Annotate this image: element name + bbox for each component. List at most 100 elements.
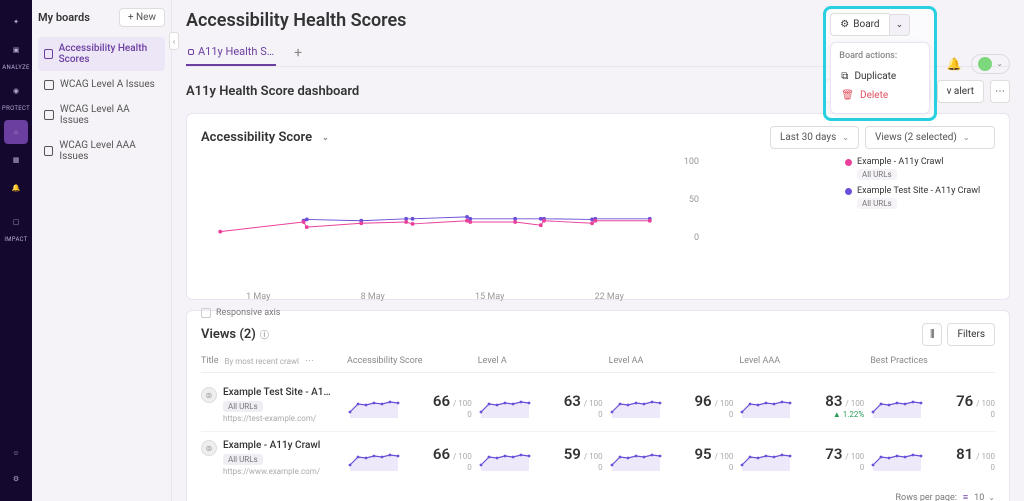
- rail-settings[interactable]: ⚙: [4, 467, 28, 491]
- table-row[interactable]: ⊚ Example - A11y Crawl All URLs https://…: [201, 432, 995, 484]
- x-axis-labels: 1 May8 May15 May22 May: [201, 292, 669, 302]
- date-range-select[interactable]: Last 30 days ⌄: [770, 126, 859, 149]
- chevron-down-icon[interactable]: ⌄: [322, 133, 329, 142]
- dropdown-heading: Board actions:: [839, 51, 921, 61]
- rail-logo[interactable]: ✦: [4, 10, 28, 34]
- rows-per-page-select[interactable]: 10 ⌄: [974, 493, 995, 501]
- col-header[interactable]: Level AAA: [739, 356, 864, 366]
- responsive-axis-toggle[interactable]: Responsive axis: [201, 308, 669, 318]
- sidebar-collapse-handle[interactable]: ‹: [169, 32, 179, 50]
- sidebar-item-wcag-a[interactable]: WCAG Level A Issues: [38, 73, 165, 96]
- more-icon[interactable]: ⋯: [305, 356, 314, 366]
- rail-impact[interactable]: ▢: [4, 210, 28, 234]
- col-header[interactable]: Accessibility Score: [347, 356, 472, 366]
- y-tick: 100: [677, 157, 699, 167]
- legend-sub: All URLs: [857, 169, 897, 180]
- metric-cell: 66 / 1000: [347, 392, 472, 419]
- metric-cell: 73 / 1000: [739, 445, 864, 472]
- metric-cell: 63 / 1000: [478, 392, 603, 419]
- chevron-down-icon: ⌄: [963, 133, 970, 142]
- dropdown-delete[interactable]: 🗑Delete: [839, 86, 921, 105]
- rail-bell[interactable]: 🔔: [4, 176, 28, 200]
- sidebar-item-wcag-aaa[interactable]: WCAG Level AAA Issues: [38, 134, 165, 168]
- board-chevron[interactable]: ⌄: [889, 14, 911, 36]
- sidebar: My boards + New Accessibility Health Sco…: [32, 0, 172, 501]
- row-title-cell: ⊚ Example Test Site - A11y Cr… All URLs …: [201, 387, 341, 423]
- dropdown-label: Duplicate: [854, 71, 896, 82]
- metric-cell: 66 / 1000: [347, 445, 472, 472]
- metric-cell: 95 / 1000: [609, 445, 734, 472]
- legend-name: Example Test Site - A11y Crawl: [857, 186, 980, 196]
- rail-help[interactable]: ☺: [4, 441, 28, 465]
- chevron-down-icon: ⌄: [996, 59, 1003, 68]
- topbar: ⚙Board ⌄ Board actions: ⧉ Duplicate 🗑Dele…: [823, 6, 1010, 121]
- tab-icon: [188, 49, 194, 55]
- trash-icon: 🗑: [841, 90, 854, 101]
- rail-grid[interactable]: ▦: [4, 148, 28, 172]
- metric-cell: 59 / 1000: [478, 445, 603, 472]
- metric-cell: 81 / 1000: [870, 445, 995, 472]
- dashboard-title: A11y Health Score dashboard: [186, 84, 359, 99]
- metric-cell: 96 / 1000: [609, 392, 734, 419]
- dropdown-duplicate[interactable]: ⧉ Duplicate: [839, 67, 921, 86]
- user-menu[interactable]: ⌄: [971, 54, 1010, 74]
- add-tab-button[interactable]: +: [290, 41, 306, 65]
- tab-a11y-health[interactable]: A11y Health S…: [186, 39, 276, 66]
- sidebar-item-label: WCAG Level AA Issues: [60, 104, 159, 126]
- rail-label-analyze: ANALYZE: [2, 64, 29, 71]
- sidebar-item-wcag-aa[interactable]: WCAG Level AA Issues: [38, 98, 165, 132]
- y-tick: 0: [677, 233, 699, 243]
- info-icon[interactable]: ⓘ: [260, 331, 269, 341]
- row-url: https://www.example.com/: [223, 467, 320, 476]
- filters-button[interactable]: Filters: [947, 323, 995, 346]
- rail-protect[interactable]: ◉: [4, 79, 28, 103]
- table-row[interactable]: ⊚ Example Test Site - A11y Cr… All URLs …: [201, 379, 995, 432]
- views-select[interactable]: Views (2 selected) ⌄: [865, 126, 995, 149]
- rail-label-protect: PROTECT: [2, 105, 30, 112]
- rail-analyze[interactable]: ▣: [4, 38, 28, 62]
- new-board-button[interactable]: + New: [119, 8, 165, 27]
- legend-item[interactable]: Example - A11y CrawlAll URLs: [845, 157, 995, 180]
- chevron-down-icon: ⌄: [988, 493, 995, 501]
- rail-home[interactable]: ⌂: [4, 120, 28, 144]
- pager-value: 10: [974, 493, 984, 501]
- col-header[interactable]: Level AA: [609, 356, 734, 366]
- sidebar-item-label: Accessibility Health Scores: [59, 43, 159, 65]
- legend-item[interactable]: Example Test Site - A11y Crawl All URLs: [845, 186, 995, 209]
- legend-dot-icon: [845, 159, 852, 166]
- col-header[interactable]: Level A: [478, 356, 603, 366]
- col-header[interactable]: Best Practices: [870, 356, 995, 366]
- chart-title: Accessibility Score: [201, 130, 312, 145]
- line-chart: 1 May8 May15 May22 May Responsive axis: [201, 157, 669, 287]
- tab-label: A11y Health S…: [198, 45, 274, 58]
- row-url: https://test-example.com/: [223, 414, 333, 423]
- site-avatar-icon: ⊚: [201, 387, 217, 403]
- notifications-icon[interactable]: 🔔: [943, 53, 965, 75]
- pagination: Rows per page: ≡ 10 ⌄: [201, 492, 995, 501]
- row-name: Example - A11y Crawl: [223, 440, 320, 451]
- chevron-down-icon: ⌄: [842, 133, 849, 142]
- sidebar-item-accessibility-health-scores[interactable]: Accessibility Health Scores: [38, 37, 165, 71]
- avatar: [978, 57, 992, 71]
- legend-sub: All URLs: [857, 198, 897, 209]
- y-tick: 50: [677, 195, 699, 205]
- series-legend: Example - A11y CrawlAll URLs Example Tes…: [845, 157, 995, 287]
- main: ⚙Board ⌄ Board actions: ⧉ Duplicate 🗑Dele…: [172, 0, 1024, 501]
- pager-label: Rows per page:: [896, 493, 957, 501]
- date-range-label: Last 30 days: [780, 132, 836, 143]
- board-dropdown: Board actions: ⧉ Duplicate 🗑Delete: [830, 42, 930, 114]
- copy-icon: ⧉: [841, 71, 848, 82]
- sort-label[interactable]: By most recent crawl: [224, 357, 298, 366]
- columns-button[interactable]: ⫼: [922, 323, 942, 346]
- board-button[interactable]: ⚙Board: [830, 13, 888, 36]
- nav-rail: ✦ ▣ ANALYZE ◉ PROTECT ⌂ ▦ 🔔 ▢ IMPACT ☺ ⚙: [0, 0, 32, 501]
- row-pill: All URLs: [223, 401, 263, 412]
- rail-label-impact: IMPACT: [4, 236, 27, 243]
- sidebar-title: My boards: [38, 11, 90, 24]
- checkbox-icon: [201, 308, 211, 318]
- views-select-label: Views (2 selected): [875, 132, 957, 143]
- row-name: Example Test Site - A11y Cr…: [223, 387, 333, 398]
- metric-cell: 83 / 100▲ 1.22%: [739, 392, 864, 419]
- pager-lines-icon: ≡: [963, 492, 968, 501]
- row-title-cell: ⊚ Example - A11y Crawl All URLs https://…: [201, 440, 341, 476]
